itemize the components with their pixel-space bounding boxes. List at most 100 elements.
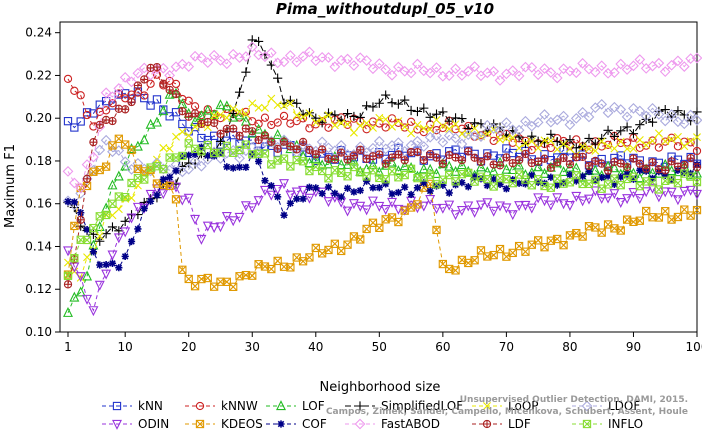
data-point	[292, 145, 301, 154]
data-point	[680, 160, 689, 170]
data-point-box	[209, 282, 219, 291]
data-point	[565, 144, 574, 153]
data-point-cross	[566, 160, 574, 168]
data-point	[432, 115, 441, 124]
data-point-box	[521, 175, 530, 184]
legend-item: ODIN	[102, 417, 169, 431]
data-point	[343, 120, 352, 129]
series-line	[67, 138, 698, 288]
data-point	[463, 201, 474, 212]
legend-label: SimplifiedLOF	[381, 399, 463, 413]
data-point-box	[514, 241, 524, 251]
data-point	[691, 114, 702, 126]
data-point	[489, 182, 498, 191]
data-point	[565, 135, 575, 145]
data-point-cross	[559, 241, 568, 250]
data-point	[221, 58, 233, 70]
data-point	[617, 173, 625, 181]
data-point	[673, 178, 683, 188]
data-point-box	[229, 282, 238, 291]
data-point	[298, 150, 309, 161]
data-point	[299, 195, 307, 203]
data-point	[82, 235, 92, 245]
data-point	[259, 185, 270, 196]
data-point	[121, 105, 130, 114]
data-point-cross	[439, 160, 447, 168]
data-point	[432, 153, 441, 162]
data-point	[89, 109, 98, 118]
data-point	[647, 117, 658, 127]
data-point-box	[190, 282, 200, 291]
data-point-cross	[305, 146, 314, 154]
data-point	[642, 141, 651, 150]
data-point	[127, 145, 136, 155]
data-point	[189, 155, 201, 167]
data-point-cross	[693, 178, 701, 187]
data-point-box	[489, 250, 498, 260]
data-point	[691, 52, 702, 64]
data-point	[660, 104, 670, 115]
data-point	[577, 106, 589, 118]
data-point-box	[101, 210, 111, 220]
data-point	[305, 183, 314, 191]
data-point-cross	[464, 168, 473, 177]
data-point-cross	[64, 271, 72, 280]
data-point-box	[101, 162, 111, 171]
data-point	[418, 65, 430, 77]
data-point-box	[76, 183, 85, 193]
data-point	[424, 67, 436, 79]
data-point-cross	[299, 157, 308, 166]
data-point	[553, 158, 562, 167]
data-point	[399, 160, 410, 171]
data-point	[501, 163, 512, 174]
data-point	[107, 91, 118, 103]
data-point	[234, 52, 245, 64]
data-point-cross	[483, 152, 491, 160]
data-point	[108, 199, 117, 208]
data-point	[520, 169, 531, 180]
data-point	[248, 271, 257, 280]
data-point	[559, 241, 568, 250]
data-point	[241, 67, 251, 77]
data-point	[317, 118, 327, 128]
data-point-cross	[496, 161, 504, 169]
data-point-box	[298, 157, 308, 166]
data-point	[215, 55, 226, 66]
data-point	[470, 124, 479, 133]
data-point	[291, 56, 303, 68]
data-point-cross	[369, 152, 377, 160]
data-point	[393, 204, 404, 215]
data-point-box	[235, 145, 244, 155]
data-point	[254, 36, 264, 47]
data-point	[648, 178, 657, 187]
y-axis-label: Maximum F1	[3, 144, 18, 228]
data-point	[488, 123, 500, 134]
data-point	[185, 151, 193, 159]
data-point-box	[362, 172, 371, 181]
data-point	[450, 165, 461, 176]
data-point-box	[514, 170, 524, 179]
data-point	[628, 102, 639, 114]
data-point	[387, 114, 397, 123]
data-point-cross	[343, 240, 352, 249]
data-point	[450, 132, 461, 144]
legend-marker-cross	[196, 420, 204, 428]
data-point	[678, 61, 690, 72]
data-point-cross	[280, 154, 289, 163]
data-point-box	[629, 172, 638, 181]
data-point	[285, 190, 296, 201]
data-point	[692, 146, 702, 156]
data-point-cross	[312, 150, 320, 158]
data-point-cross	[184, 274, 193, 283]
data-point-cross	[165, 181, 174, 190]
data-point	[375, 150, 384, 159]
data-point	[520, 200, 531, 211]
data-point	[399, 65, 411, 77]
data-point-box	[152, 179, 162, 188]
data-point	[349, 128, 358, 137]
data-point	[196, 234, 207, 245]
data-point-cross	[108, 117, 117, 125]
data-point	[132, 140, 143, 151]
data-point-cross	[401, 156, 409, 164]
